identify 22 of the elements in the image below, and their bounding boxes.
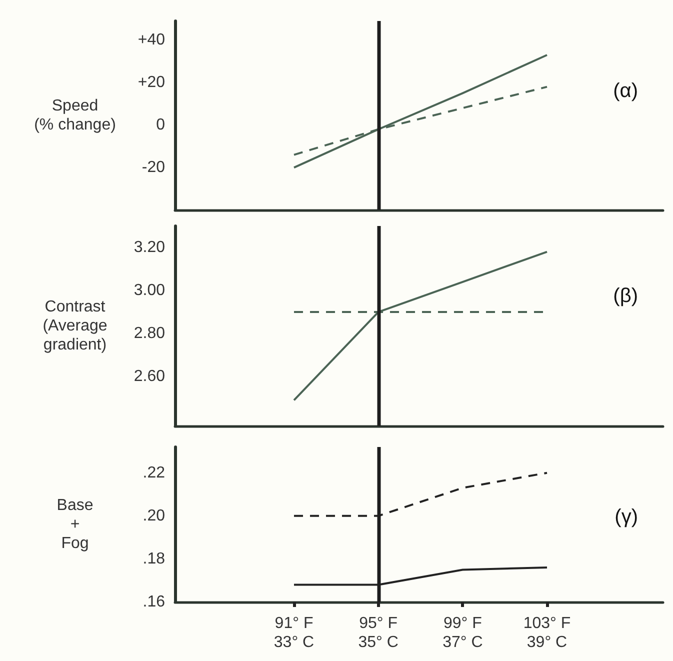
y-tick-label: +20 <box>138 74 166 92</box>
x-tick-label: 95° F 35° C <box>358 615 398 651</box>
y-tick-label: 3.00 <box>134 282 166 300</box>
y-axis-title: Base + Fog <box>56 497 94 552</box>
x-tick-label: 91° F 33° C <box>274 615 314 651</box>
y-tick-label: +40 <box>138 32 166 49</box>
y-tick-label: 0 <box>156 116 166 134</box>
x-tick-label: 103° F 39° C <box>523 615 571 651</box>
y-tick-label: .20 <box>142 507 166 524</box>
y-tick-label: .16 <box>142 594 166 610</box>
text: (γ) <box>614 506 638 528</box>
y-tick-label: 2.60 <box>134 368 166 386</box>
text: (α) <box>613 80 638 102</box>
y-tick-label: 2.80 <box>134 325 166 342</box>
text: (β) <box>613 285 638 307</box>
y-tick-label: 3.20 <box>134 239 166 256</box>
y-tick-label: -20 <box>142 159 166 176</box>
y-tick-label: .18 <box>142 550 166 568</box>
x-tick-label: 99° F 37° C <box>442 615 483 651</box>
y-axis-title: Speed (% change) <box>34 98 116 134</box>
y-tick-label: .22 <box>142 464 166 482</box>
y-axis-title: Contrast (Average gradient) <box>42 298 108 354</box>
